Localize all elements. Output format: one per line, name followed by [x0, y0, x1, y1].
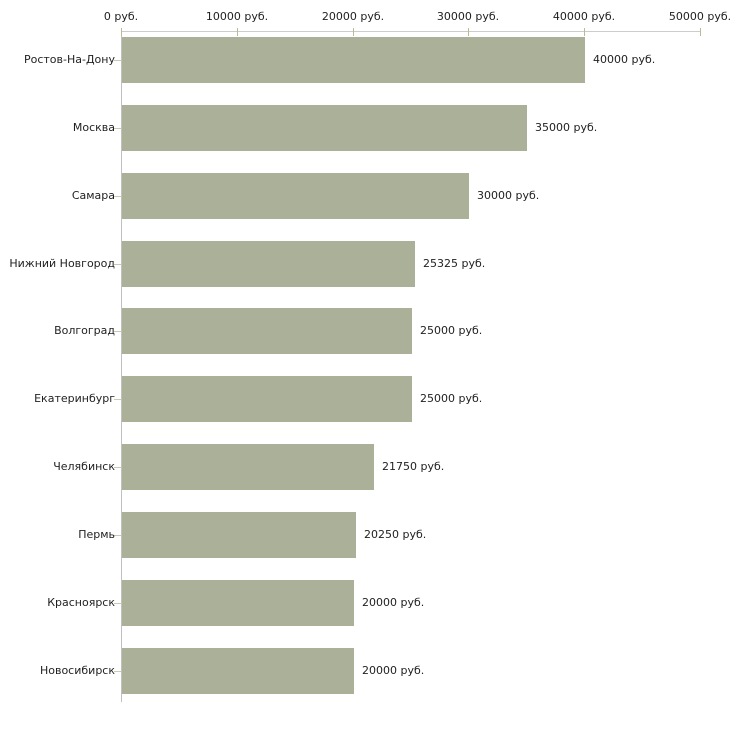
x-axis-tick-label: 50000 руб.: [668, 10, 730, 23]
bar: [122, 37, 585, 83]
category-tick: [114, 535, 121, 536]
x-axis-line: [121, 31, 700, 32]
bar: [122, 308, 412, 354]
x-axis-tick: [584, 28, 585, 36]
category-tick: [114, 399, 121, 400]
bar: [122, 376, 412, 422]
bar: [122, 512, 356, 558]
bar: [122, 580, 354, 626]
category-tick: [114, 603, 121, 604]
x-axis-tick: [121, 28, 122, 36]
category-label: Москва: [72, 120, 115, 134]
x-axis-tick: [468, 28, 469, 36]
x-axis-tick-label: 40000 руб.: [552, 10, 616, 23]
bar: [122, 173, 469, 219]
x-axis-tick-label: 20000 руб.: [321, 10, 385, 23]
value-label: 21750 руб.: [382, 460, 445, 474]
value-label: 35000 руб.: [535, 120, 598, 134]
x-axis-tick: [353, 28, 354, 36]
category-tick: [114, 264, 121, 265]
category-label: Самара: [71, 188, 115, 202]
category-tick: [114, 60, 121, 61]
x-axis-tick-label: 0 руб.: [103, 10, 139, 23]
bar: [122, 648, 354, 694]
category-label: Челябинск: [53, 460, 115, 474]
x-axis-tick: [237, 28, 238, 36]
value-label: 25000 руб.: [420, 392, 483, 406]
bar: [122, 241, 415, 287]
value-label: 20000 руб.: [362, 663, 425, 677]
x-axis-tick-label: 30000 руб.: [436, 10, 500, 23]
value-label: 25000 руб.: [420, 324, 483, 338]
y-axis-line: [121, 31, 122, 702]
category-tick: [114, 128, 121, 129]
category-label: Красноярск: [47, 595, 115, 609]
category-tick: [114, 671, 121, 672]
category-tick: [114, 331, 121, 332]
category-label: Ростов-На-Дону: [23, 53, 115, 66]
category-label: Нижний Новгород: [9, 256, 115, 270]
bar: [122, 444, 374, 490]
x-axis-tick-label: 10000 руб.: [205, 10, 269, 23]
category-label: Пермь: [78, 527, 115, 541]
category-tick: [114, 196, 121, 197]
category-label: Новосибирск: [39, 663, 115, 677]
category-tick: [114, 467, 121, 468]
bar: [122, 105, 527, 151]
value-label: 20250 руб.: [364, 527, 427, 541]
x-axis-tick: [700, 28, 701, 36]
value-label: 40000 руб.: [593, 53, 656, 66]
category-label: Екатеринбург: [34, 392, 115, 406]
value-label: 20000 руб.: [362, 595, 425, 609]
value-label: 25325 руб.: [423, 256, 486, 270]
category-label: Волгоград: [54, 324, 115, 338]
value-label: 30000 руб.: [477, 188, 540, 202]
